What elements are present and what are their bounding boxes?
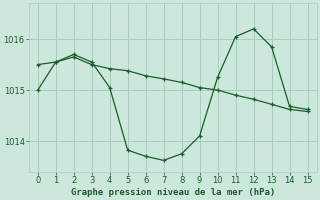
- X-axis label: Graphe pression niveau de la mer (hPa): Graphe pression niveau de la mer (hPa): [70, 188, 275, 197]
